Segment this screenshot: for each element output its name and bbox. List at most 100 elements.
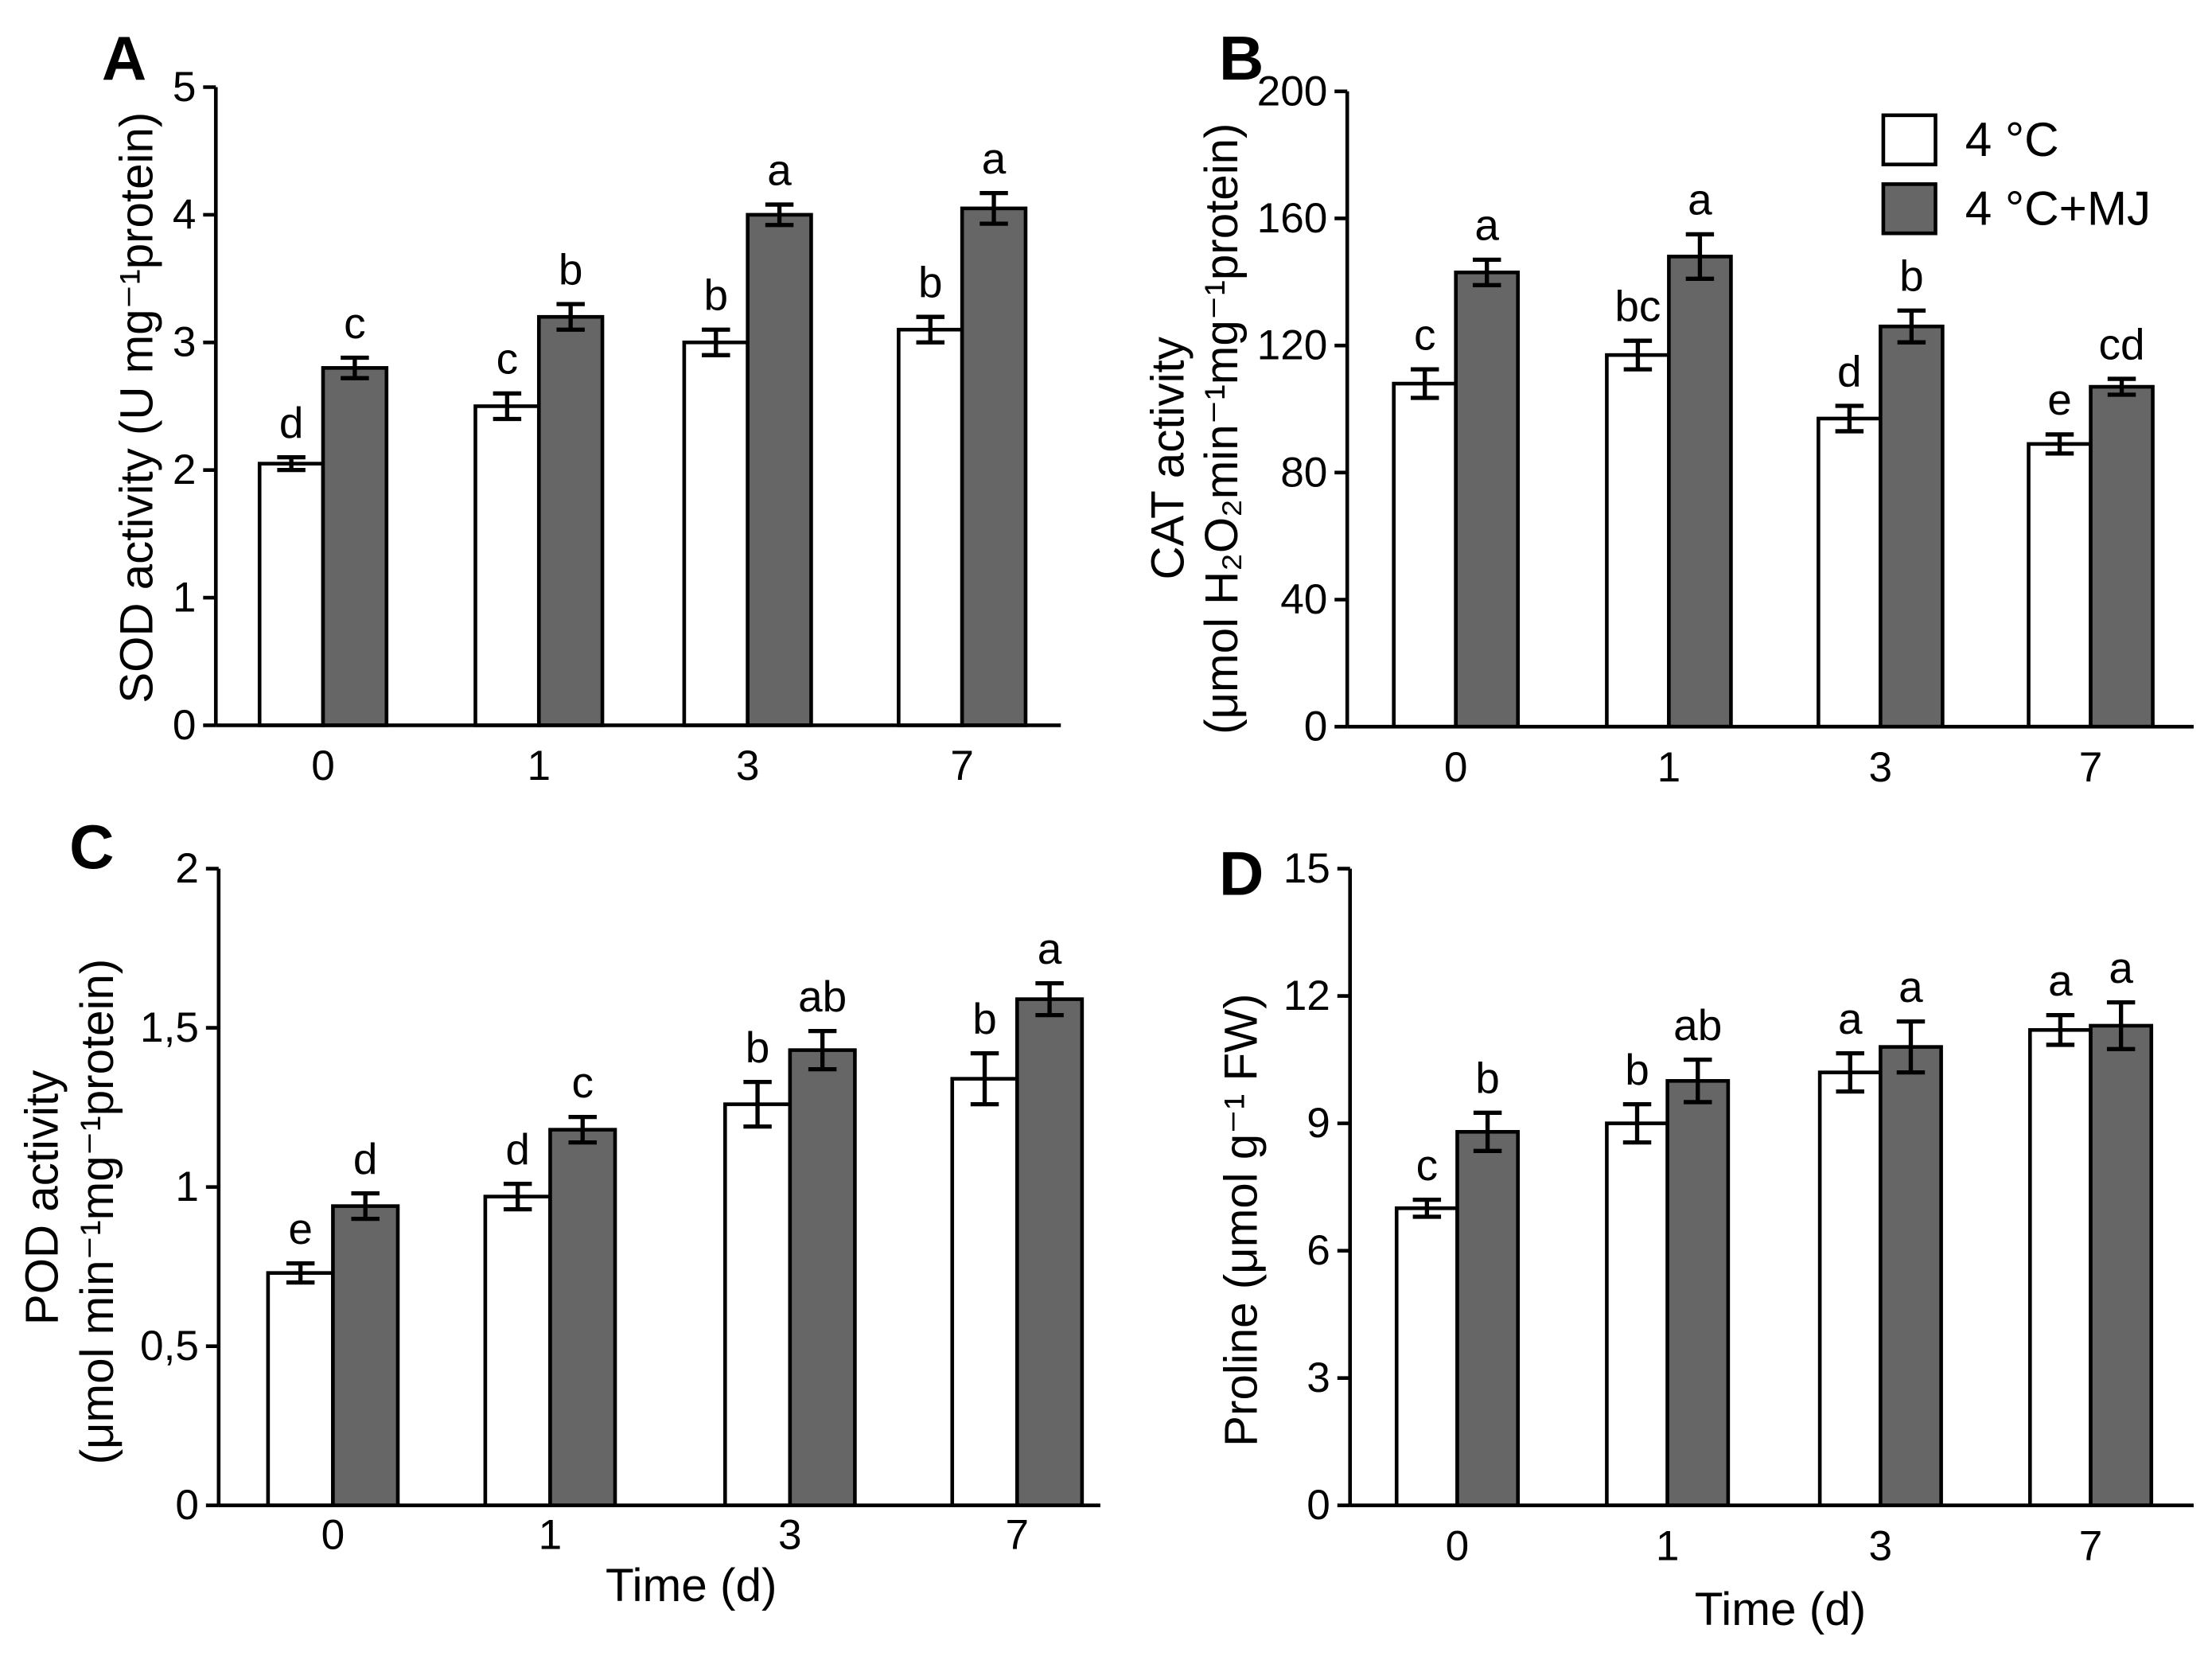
error-bar — [1896, 1019, 1926, 1075]
y-tick-label: 0 — [173, 702, 197, 749]
error-bar — [277, 454, 306, 473]
y-tick-label: 0 — [175, 1482, 199, 1529]
bar-series-2-day-1 — [1667, 255, 1733, 729]
y-axis-label: Proline (μmol g⁻¹ FW) — [1216, 993, 1268, 1446]
y-tick-label: 1 — [173, 575, 197, 622]
bars — [1392, 255, 2155, 729]
x-tick-label: 1 — [527, 742, 551, 789]
legend-swatch-1 — [1881, 113, 1937, 166]
y-tick-label: 160 — [1257, 195, 1328, 242]
y-tick-label: 40 — [1280, 576, 1327, 623]
bar-series-1-day-7 — [2027, 442, 2093, 729]
x-tick-label: 1 — [1657, 744, 1681, 791]
bar-series-2-day-7 — [960, 206, 1028, 727]
x-axis-label: Time (d) — [1695, 1584, 1867, 1635]
significance-letter: c — [344, 298, 365, 348]
error-bar — [743, 1079, 772, 1129]
bar-series-2-day-3 — [1879, 1045, 1943, 1508]
significance-letter: d — [505, 1124, 530, 1174]
error-bar — [970, 1050, 999, 1107]
error-bar — [341, 355, 369, 380]
x-tick-label: 3 — [1869, 1522, 1893, 1569]
error-bar — [1835, 403, 1864, 434]
bar-series-2-day-3 — [1879, 324, 1945, 729]
bar-series-1-day-0 — [1394, 1206, 1459, 1508]
bars — [1394, 1023, 2154, 1508]
y-tick-label: 9 — [1307, 1100, 1330, 1147]
error-bar — [556, 302, 585, 332]
significance-letter: b — [972, 994, 997, 1043]
bar-series-2-day-7 — [2089, 1023, 2154, 1508]
bar-series-1-day-3 — [1817, 416, 1883, 729]
significance-letter: b — [746, 1023, 770, 1072]
bar-series-2-day-3 — [746, 212, 813, 727]
x-tick-label: 0 — [1444, 744, 1468, 791]
y-tick-label: 3 — [173, 319, 197, 366]
x-tick-label: 3 — [778, 1511, 802, 1558]
bar-series-1-day-1 — [1605, 353, 1671, 729]
significance-letter: a — [2109, 943, 2133, 992]
significance-letter: ab — [1673, 1000, 1722, 1050]
error-bar — [568, 1114, 597, 1145]
bar-series-1-day-7 — [950, 1077, 1019, 1508]
y-axis-label: (μmol min⁻¹mg⁻¹protein) — [72, 959, 123, 1465]
error-bar — [1412, 1197, 1442, 1219]
bar-series-1-day-1 — [1605, 1121, 1669, 1508]
significance-letter: a — [982, 134, 1007, 183]
bar-series-1-day-3 — [682, 340, 750, 727]
error-bar — [1685, 232, 1715, 281]
significance-letter: a — [1838, 994, 1863, 1043]
error-bar — [286, 1261, 315, 1285]
panel-label: D — [1219, 840, 1264, 909]
y-tick-label: 80 — [1280, 449, 1327, 496]
x-tick-label: 7 — [950, 742, 974, 789]
x-tick-label: 7 — [2079, 744, 2103, 791]
bar-series-2-day-3 — [788, 1048, 857, 1508]
error-bar — [808, 1028, 837, 1072]
error-bars — [1412, 1000, 2136, 1219]
significance-letter: bc — [1614, 282, 1661, 331]
error-bars — [277, 190, 1008, 473]
x-tick-label: 0 — [311, 742, 335, 789]
bar-series-2-day-1 — [1665, 1078, 1731, 1508]
error-bar — [1472, 257, 1501, 287]
error-bar — [2107, 376, 2136, 397]
significance-letter: d — [279, 398, 304, 447]
y-tick-label: 1,5 — [140, 1004, 199, 1051]
significance-letter: b — [703, 271, 728, 320]
bar-series-2-day-0 — [1455, 1129, 1521, 1508]
bar-series-1-day-1 — [473, 404, 541, 727]
x-tick-label: 7 — [2079, 1522, 2103, 1569]
significance-letter: a — [767, 145, 792, 194]
significance-letter: c — [1414, 310, 1435, 359]
bars — [257, 206, 1028, 727]
y-tick-label: 4 — [173, 191, 197, 238]
error-bar — [503, 1181, 532, 1212]
error-bar — [1897, 308, 1926, 345]
bar-series-1-day-0 — [257, 462, 325, 727]
legend: 4 °C 4 °C+MJ — [1881, 113, 2151, 236]
y-tick-label: 15 — [1283, 845, 1330, 892]
error-bar — [351, 1190, 380, 1222]
x-tick-label: 3 — [1869, 744, 1893, 791]
panel-label: C — [69, 813, 114, 882]
bar-series-2-day-7 — [1014, 997, 1085, 1508]
significance-letter: d — [1837, 346, 1862, 396]
significance-letter: c — [1416, 1140, 1438, 1190]
significance-letter: d — [353, 1134, 378, 1183]
bar-series-2-day-1 — [536, 314, 605, 727]
y-tick-label: 6 — [1307, 1227, 1330, 1274]
y-tick-label: 0,5 — [140, 1323, 199, 1370]
x-tick-label: 0 — [321, 1511, 345, 1558]
y-tick-label: 5 — [173, 64, 197, 111]
legend-label-1: 4 °C — [1965, 113, 2059, 166]
error-bar — [1684, 1057, 1712, 1105]
bar-series-1-day-1 — [483, 1194, 552, 1508]
bar-series-2-day-0 — [331, 1204, 400, 1508]
y-tick-label: 1 — [175, 1163, 199, 1210]
y-tick-label: 2 — [175, 845, 199, 892]
